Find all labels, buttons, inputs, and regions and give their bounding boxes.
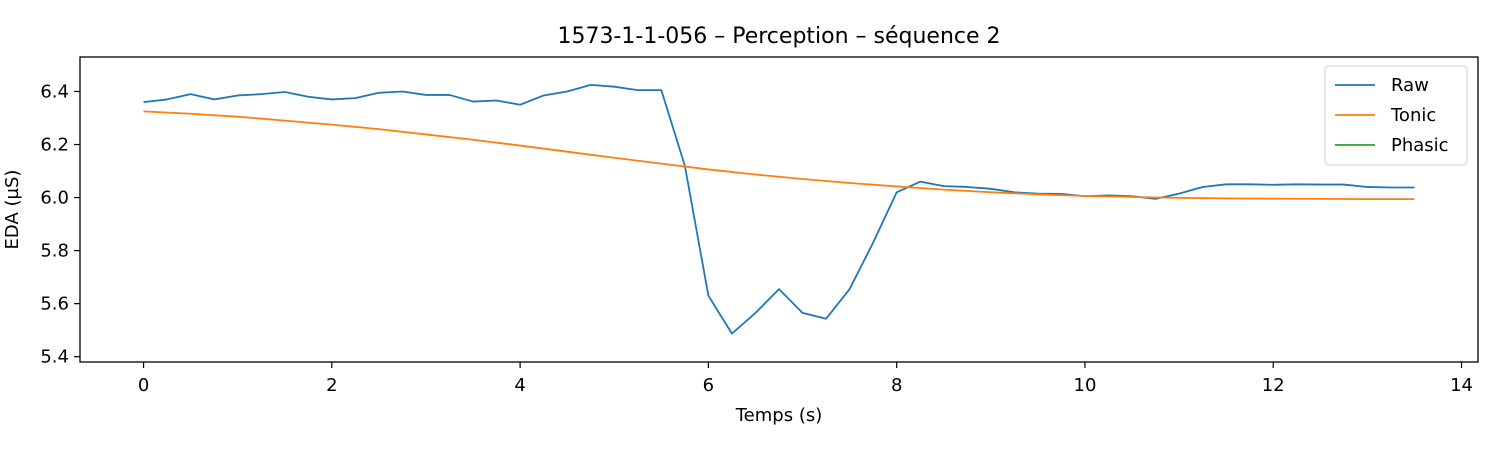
legend-box xyxy=(1324,65,1468,166)
x-tick-label: 0 xyxy=(138,375,149,396)
x-tick-label: 8 xyxy=(891,375,902,396)
x-tick-label: 12 xyxy=(1262,375,1285,396)
legend-label-raw: Raw xyxy=(1391,75,1429,96)
legend: Raw Tonic Phasic xyxy=(1324,65,1468,166)
x-tick-label: 2 xyxy=(326,375,337,396)
x-axis: 0 2 4 6 8 10 12 14 xyxy=(138,362,1473,396)
plot-lines xyxy=(143,83,1415,335)
y-tick-label: 6.0 xyxy=(40,188,69,209)
y-axis-label: EDA (µS) xyxy=(2,170,23,250)
series-line-raw xyxy=(143,83,1415,335)
y-tick-label: 5.6 xyxy=(40,294,69,315)
x-axis-label: Temps (s) xyxy=(735,405,823,426)
legend-label-tonic: Tonic xyxy=(1390,105,1436,126)
legend-label-phasic: Phasic xyxy=(1391,135,1449,156)
y-axis: 5.4 5.6 5.8 6.0 6.2 6.4 xyxy=(40,81,80,368)
x-tick-label: 4 xyxy=(514,375,525,396)
y-tick-label: 5.8 xyxy=(40,241,69,262)
x-tick-label: 14 xyxy=(1450,375,1473,396)
chart-title: 1573-1-1-056 – Perception – séquence 2 xyxy=(557,24,1000,49)
y-tick-label: 6.2 xyxy=(40,135,69,156)
series-line-tonic xyxy=(143,110,1415,201)
plot-frame xyxy=(79,56,1479,363)
y-tick-label: 6.4 xyxy=(40,81,69,102)
y-tick-label: 5.4 xyxy=(40,347,69,368)
x-tick-label: 10 xyxy=(1074,375,1097,396)
x-tick-label: 6 xyxy=(703,375,714,396)
